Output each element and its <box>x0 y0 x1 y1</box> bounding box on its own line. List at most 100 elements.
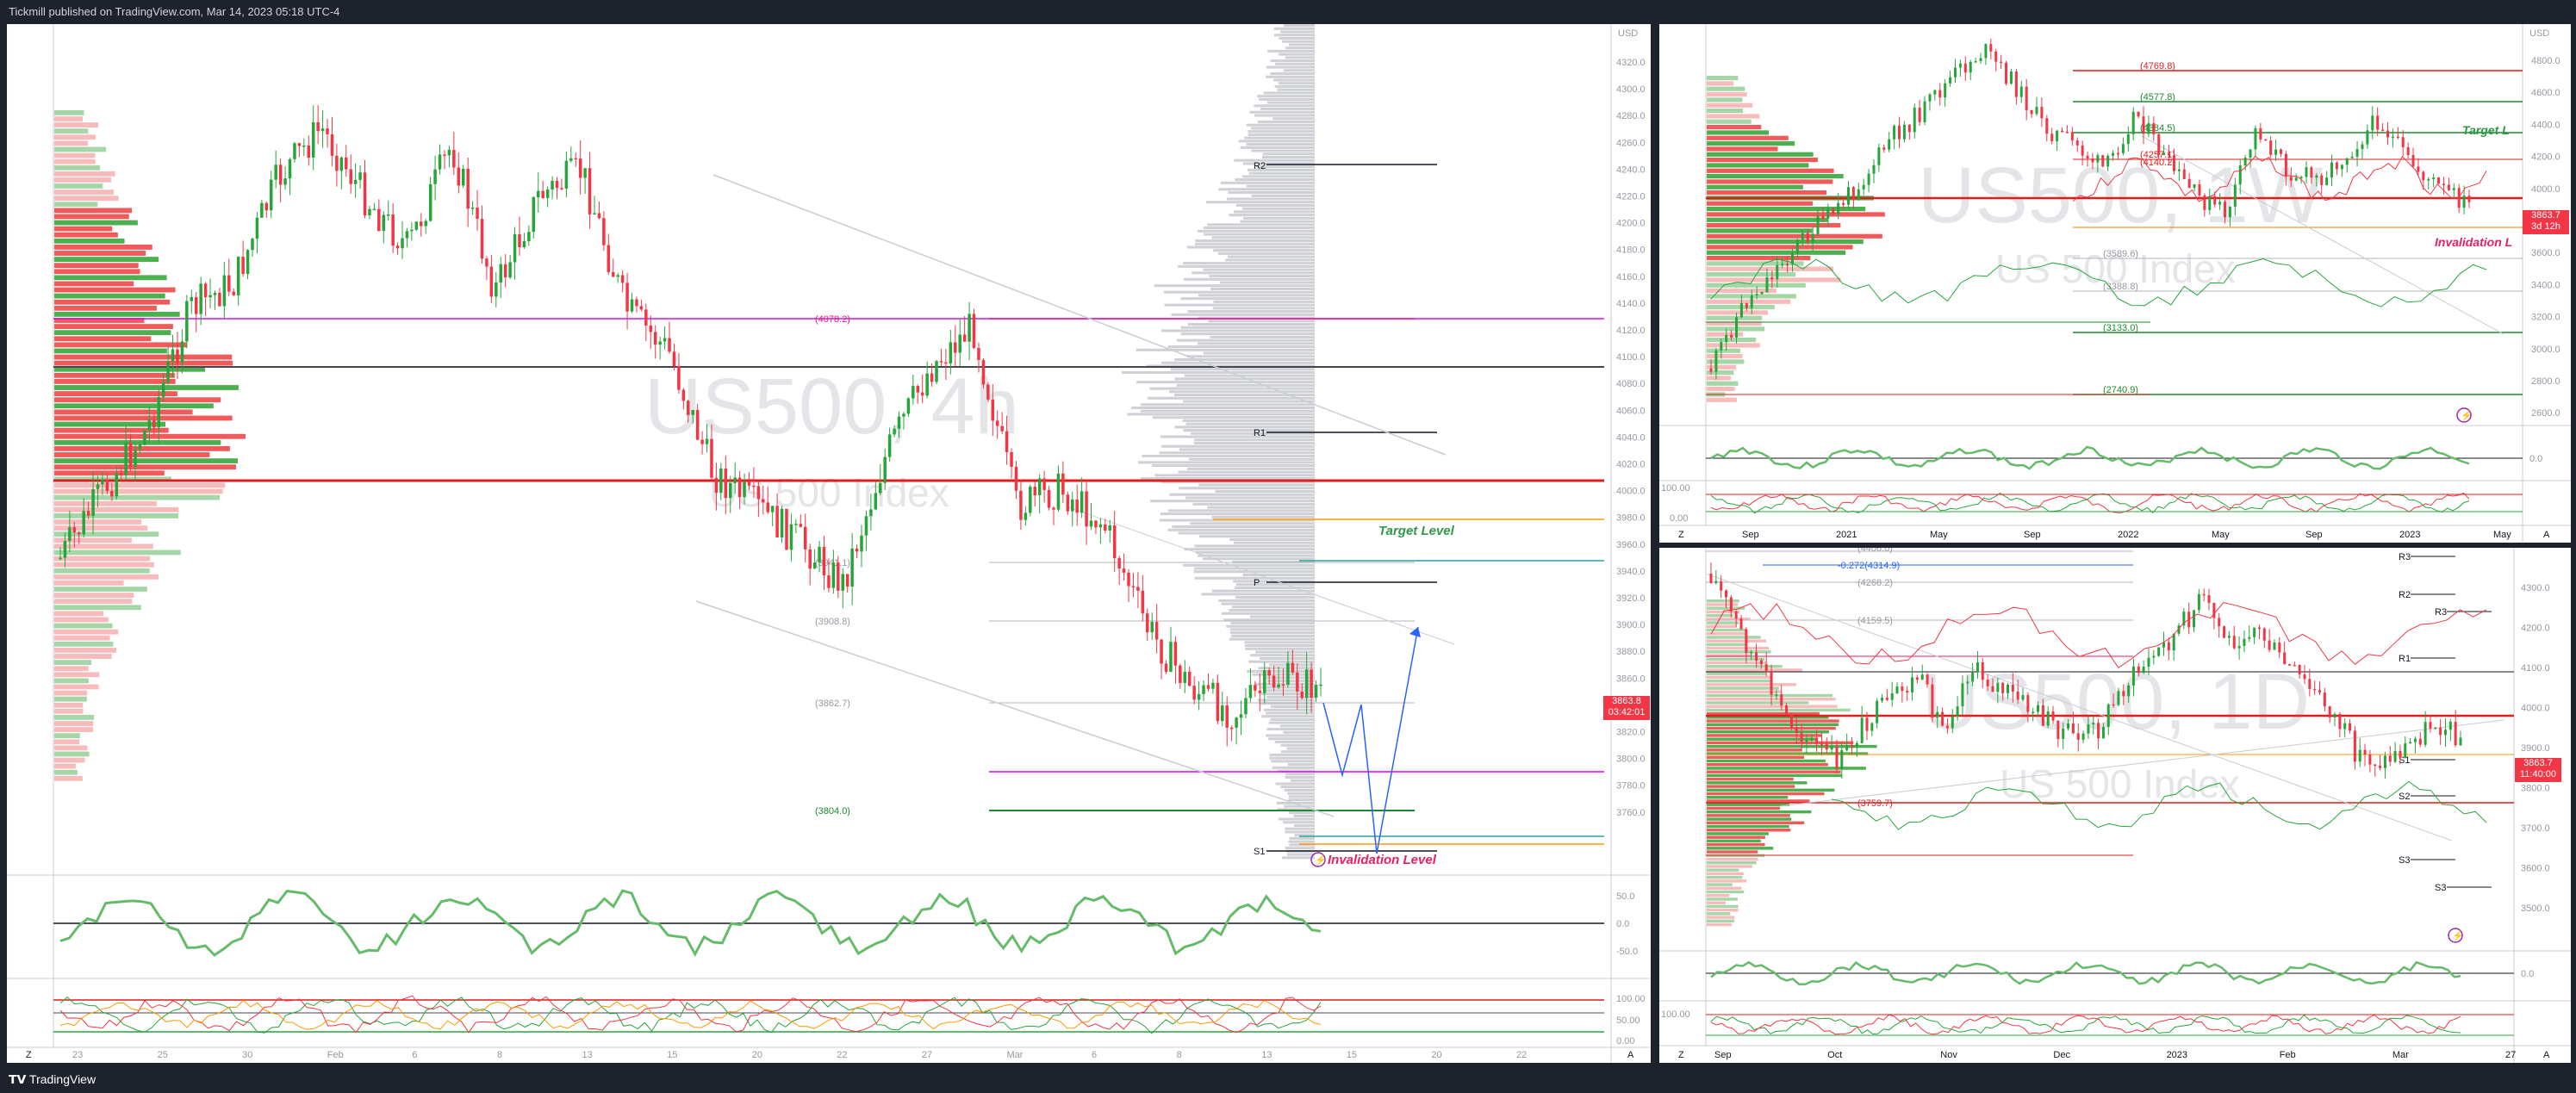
price-axis-1w[interactable]: 4800.04600.04400.04200.04000.03800.03600… <box>2531 56 2560 419</box>
chart-4h-canvas[interactable]: US500, 4h US 500 Index R2 R1 P S1 (407 <box>7 24 1651 1063</box>
volume-bar <box>1707 376 1731 381</box>
price-tick: 3900.0 <box>1616 620 1646 630</box>
candle-body <box>1994 51 1998 62</box>
volume-bar <box>1242 573 1315 577</box>
candle-body <box>1906 691 1909 693</box>
candle-body <box>101 479 104 485</box>
candle-body <box>2417 166 2420 172</box>
volume-bar <box>1707 370 1734 376</box>
candle-body <box>251 239 254 251</box>
price-axis-4h[interactable]: 4320.0 4300.0 4280.0 4260.0 4240.0 4220.0 4200… <box>1616 58 1646 818</box>
candle-body <box>602 218 606 245</box>
candle-body <box>503 264 507 278</box>
candle-body <box>2305 167 2308 177</box>
candle-body <box>2065 131 2069 134</box>
volume-bar <box>1255 165 1315 169</box>
candle-body <box>260 202 264 218</box>
volume-bar <box>1707 829 1791 832</box>
volume-bar <box>1707 310 1768 315</box>
candle-body <box>2467 196 2471 202</box>
time-axis-1d[interactable]: Sep Oct Nov Dec 2023 Feb Mar 27 <box>1714 1050 2516 1060</box>
volume-bar <box>1197 342 1315 345</box>
zoom-toggle-left[interactable]: Z <box>1678 530 1684 540</box>
candle-body <box>2269 140 2273 155</box>
svg-text:(3908.8): (3908.8) <box>815 617 850 627</box>
candle-body <box>241 257 245 275</box>
zoom-toggle-left[interactable]: Z <box>26 1050 32 1060</box>
candle-body <box>1846 187 1850 205</box>
time-tick: May <box>2493 530 2511 540</box>
candle-body <box>1920 674 1924 680</box>
volume-bar <box>1707 184 1803 189</box>
chart-1d-panel[interactable]: US500, 1D US 500 Index (4406.0) (4268.2)(… <box>1659 548 2571 1063</box>
chart-4h-panel[interactable]: US500, 4h US 500 Index R2 R1 P S1 (407 <box>7 24 1651 1063</box>
candle-body <box>124 442 128 475</box>
candle-body <box>302 145 306 147</box>
candle-body <box>2262 628 2266 641</box>
candle-body <box>2454 721 2457 746</box>
volume-bar <box>1176 383 1315 387</box>
volume-bar <box>1707 289 1776 294</box>
candle-body <box>1112 525 1117 558</box>
volume-bar <box>54 721 94 726</box>
chart-1w-panel[interactable]: US500, 1W US 500 Index (4769.8) (4577.8) (… <box>1659 24 2571 543</box>
volume-bar <box>54 354 233 360</box>
volume-bar <box>54 220 138 226</box>
volume-bar <box>1235 178 1315 182</box>
candle-body <box>255 217 259 239</box>
volume-bar <box>1212 307 1315 310</box>
candle-body <box>1825 743 1828 750</box>
volume-bar <box>1186 355 1315 358</box>
candle-body <box>143 430 146 445</box>
lightning-icon[interactable] <box>2456 407 2472 423</box>
volume-bar <box>1218 252 1315 255</box>
candle-body <box>719 469 723 494</box>
volume-bar <box>1180 326 1315 329</box>
time-axis-1w[interactable]: Sep 2021 May Sep 2022 May Sep 2023 May <box>1742 530 2511 540</box>
chart-1d-canvas[interactable]: US500, 1D US 500 Index (4406.0)(4268.2)(… <box>1659 548 2571 1063</box>
candle-body <box>2424 722 2427 745</box>
lightning-icon[interactable] <box>1310 852 1326 867</box>
candle-body <box>2203 195 2206 210</box>
candle-body <box>218 292 221 307</box>
autoscale-toggle[interactable]: A <box>1627 1050 1634 1060</box>
candle-body <box>593 213 596 214</box>
volume-bar <box>1707 857 1758 861</box>
candle-body <box>203 283 208 298</box>
autoscale-toggle[interactable]: A <box>2543 1050 2550 1060</box>
volume-bar <box>1707 770 1841 773</box>
candle-body <box>2353 730 2356 762</box>
candle-body <box>630 299 634 312</box>
candle-body <box>2131 666 2135 686</box>
candle-body <box>1010 452 1013 467</box>
volume-bar <box>1169 390 1315 394</box>
candle-body <box>1760 291 1764 295</box>
volume-bar <box>1287 792 1315 795</box>
volume-bar <box>1271 760 1315 763</box>
tradingview-logo[interactable]: 𝗧𝗩 TradingView <box>9 1072 96 1086</box>
osc-axis-4h: 50.0 0.0 -50.0 100.00 50.00 0.00 <box>1616 891 1646 1046</box>
candle-body <box>2193 183 2196 189</box>
candle-body <box>812 562 817 569</box>
level-label: (2740.9) <box>2103 385 2138 395</box>
candle-body <box>1850 745 1853 748</box>
candle-body <box>1795 727 1798 734</box>
zoom-toggle-left[interactable]: Z <box>1678 1050 1684 1060</box>
price-tick: 4080.0 <box>1616 379 1646 389</box>
volume-bar <box>1203 268 1315 271</box>
volume-bar <box>1192 271 1315 275</box>
volume-bar <box>1707 904 1739 909</box>
candle-body <box>1037 478 1042 496</box>
candlestick-series-4h[interactable] <box>59 105 1322 747</box>
volume-bar <box>54 513 179 519</box>
candle-body <box>1870 723 1874 731</box>
volume-bar <box>1707 741 1854 745</box>
price-axis-1d[interactable]: 4300.0 4200.0 4100.0 4000.0 3900.0 3800.0 3700… <box>2521 583 2550 914</box>
volume-bar <box>1140 409 1315 413</box>
chart-1w-canvas[interactable]: US500, 1W US 500 Index (4769.8) (4577.8) (… <box>1659 24 2571 543</box>
volume-bar <box>1184 277 1315 281</box>
autoscale-toggle[interactable]: A <box>2543 530 2550 540</box>
volume-bar <box>1270 71 1315 76</box>
lightning-icon[interactable] <box>2448 928 2463 943</box>
time-axis-4h[interactable]: 23 25 30 Feb 6 8 13 15 20 22 27 Mar 6 8 13 15 20 22 <box>72 1050 1527 1060</box>
